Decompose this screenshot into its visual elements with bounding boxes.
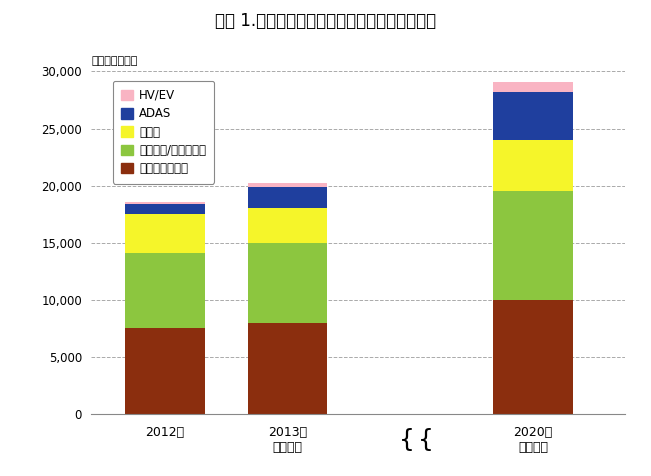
- Bar: [493, 191, 573, 300]
- Text: （単位：億円）: （単位：億円）: [91, 56, 137, 66]
- Bar: [493, 300, 573, 414]
- Bar: [493, 140, 573, 191]
- Bar: [247, 187, 327, 208]
- Bar: [125, 204, 204, 214]
- Legend: HV/EV, ADAS, ボディ, シャーシ/セイフティ, パワートレイン: HV/EV, ADAS, ボディ, シャーシ/セイフティ, パワートレイン: [113, 81, 214, 184]
- Bar: [247, 243, 327, 323]
- Bar: [125, 328, 204, 414]
- Bar: [493, 92, 573, 140]
- Bar: [247, 208, 327, 243]
- Bar: [247, 183, 327, 187]
- Bar: [247, 323, 327, 414]
- Text: 図表 1.車載用センサの世界市場規模推移と予測: 図表 1.車載用センサの世界市場規模推移と予測: [215, 12, 436, 30]
- Bar: [125, 214, 204, 253]
- Text: {: {: [398, 428, 415, 452]
- Bar: [493, 82, 573, 92]
- Bar: [125, 253, 204, 328]
- Text: {: {: [418, 428, 434, 452]
- Bar: [125, 202, 204, 204]
